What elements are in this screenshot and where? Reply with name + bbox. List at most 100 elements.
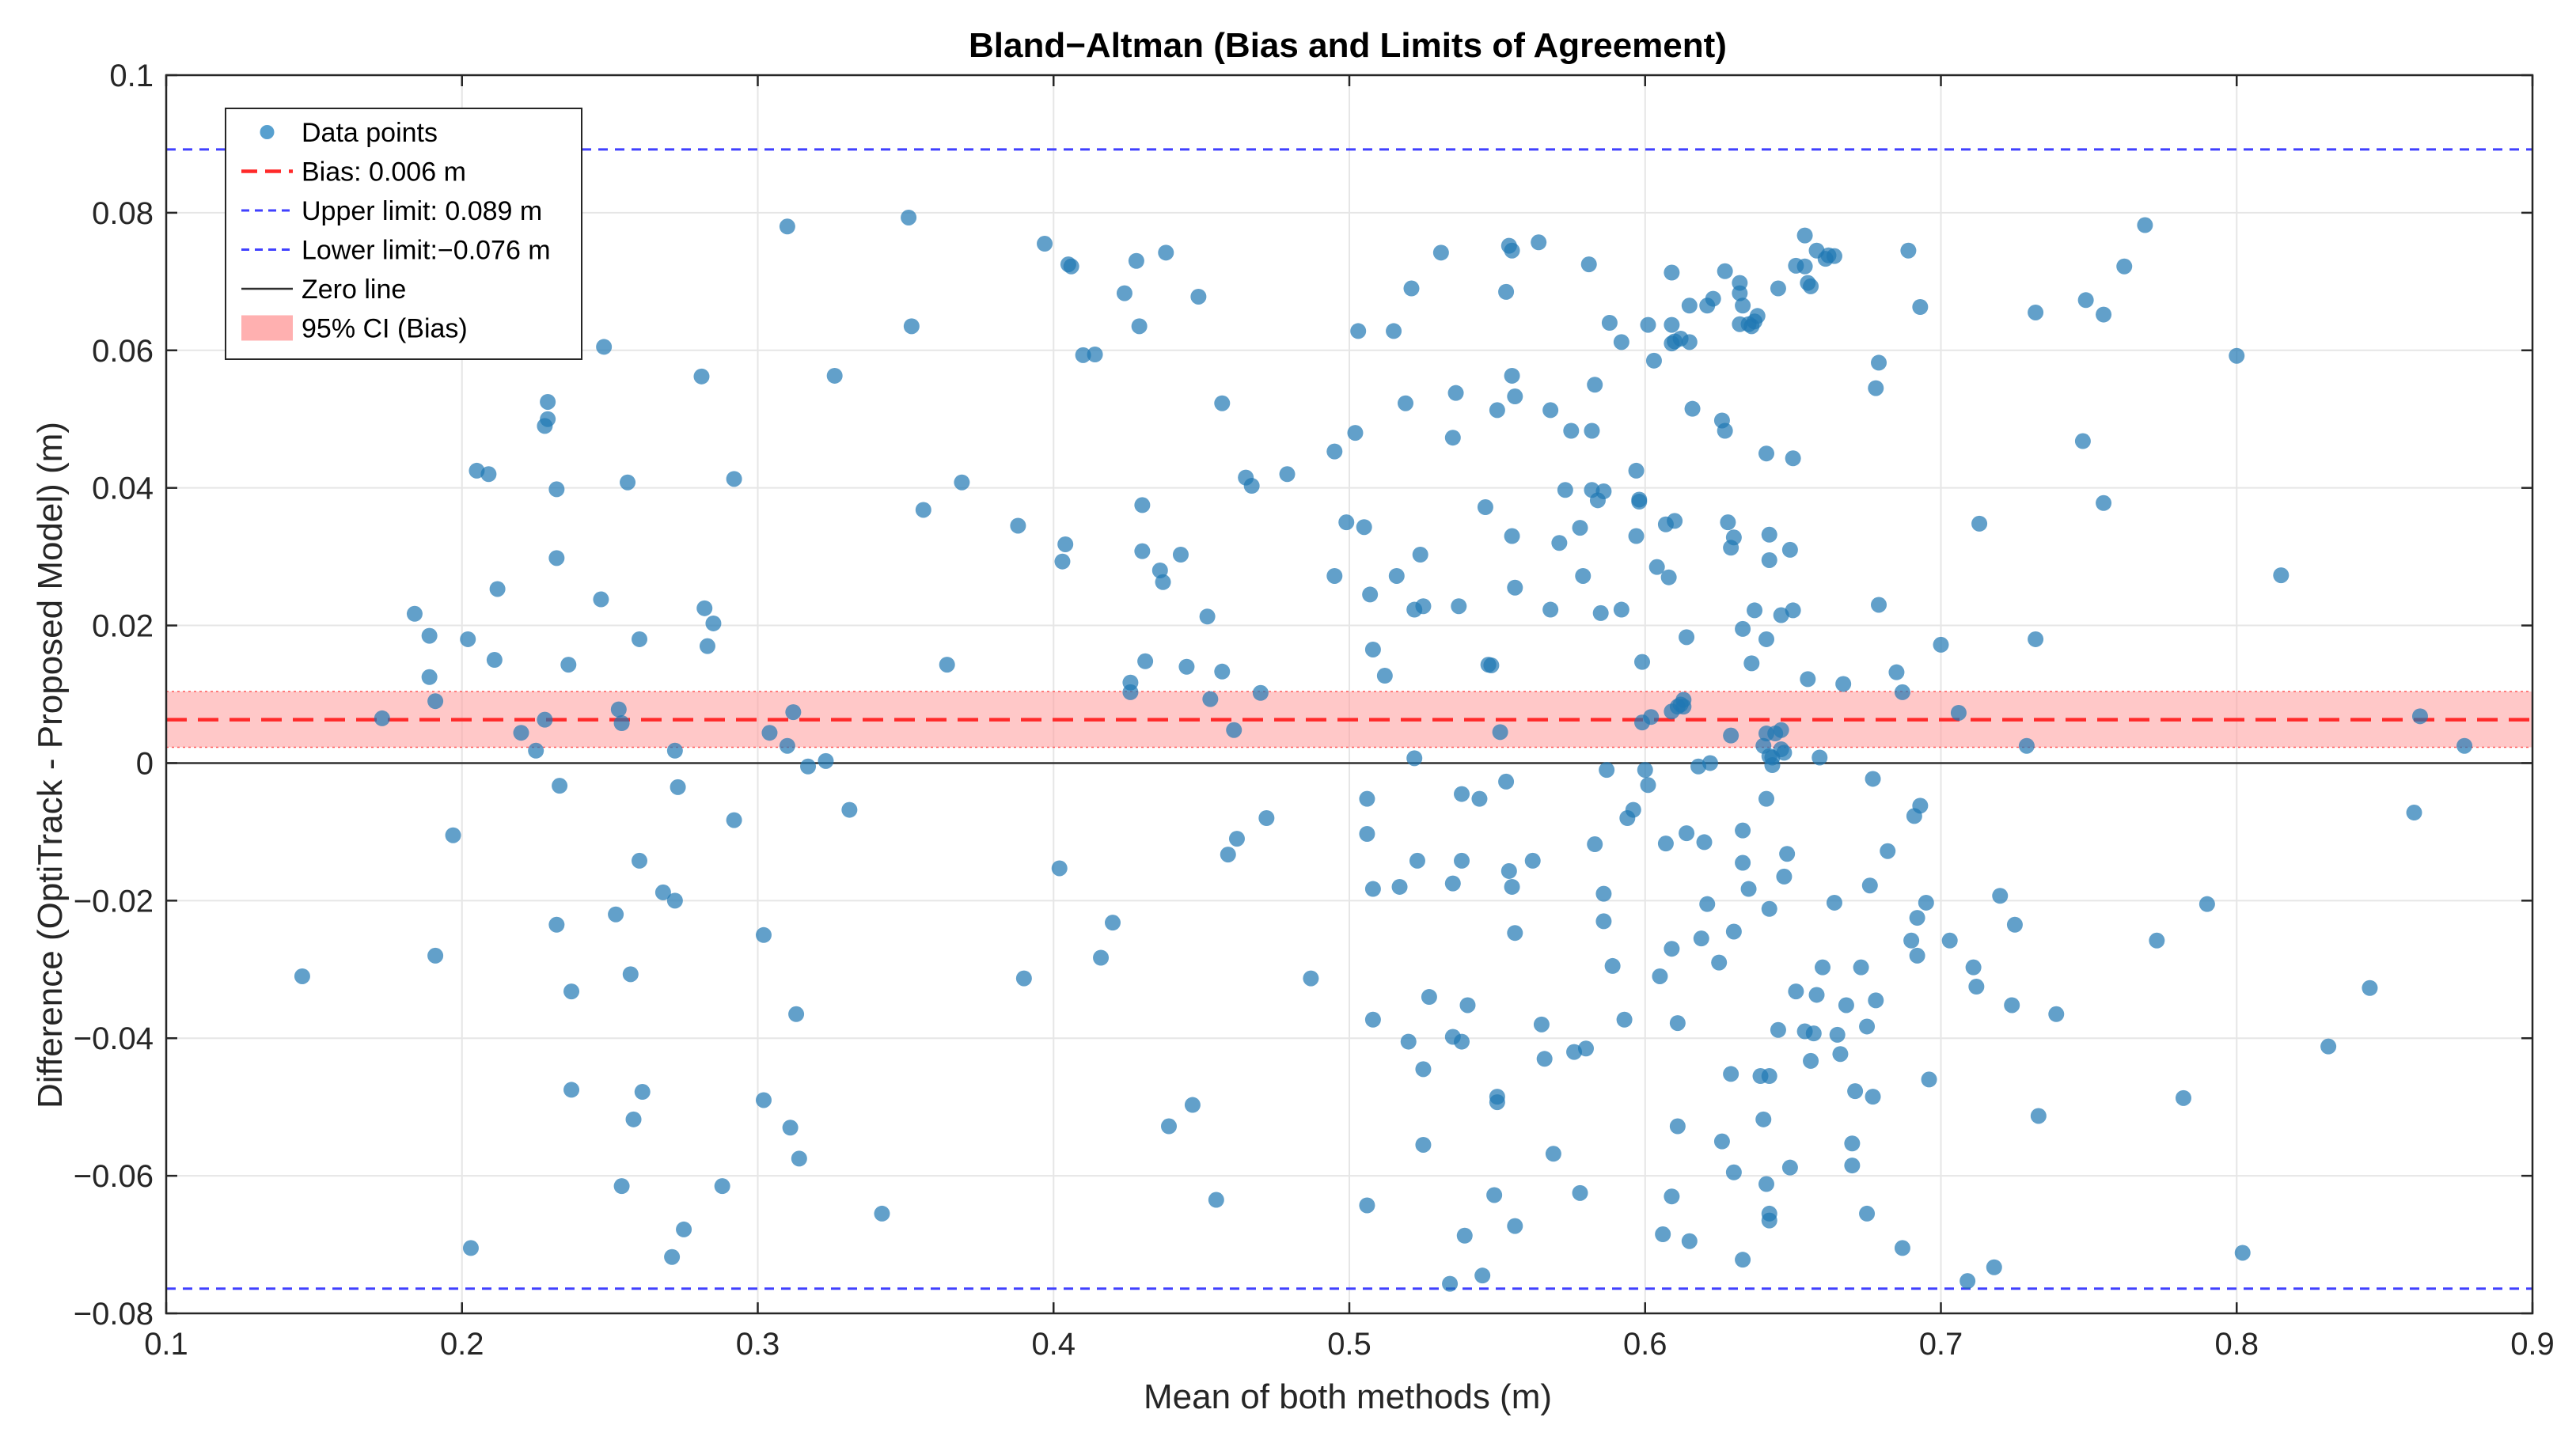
data-point xyxy=(2234,1245,2251,1261)
data-point xyxy=(540,411,556,427)
data-point xyxy=(1303,970,1319,987)
data-point xyxy=(610,701,627,718)
data-point xyxy=(1601,315,1618,331)
data-point xyxy=(1637,762,1653,779)
data-point xyxy=(1220,847,1236,863)
data-point xyxy=(622,966,639,983)
y-tick-label: 0.04 xyxy=(92,472,154,506)
x-tick-label: 0.1 xyxy=(144,1327,188,1362)
data-point xyxy=(666,742,683,759)
data-point xyxy=(1735,822,1751,839)
data-point xyxy=(1652,968,1668,984)
data-point xyxy=(1643,709,1660,726)
y-tick-label: −0.04 xyxy=(74,1021,154,1056)
data-point xyxy=(1134,497,1151,513)
data-point xyxy=(1909,947,1925,964)
data-point xyxy=(1412,547,1428,563)
data-point xyxy=(1456,1227,1473,1244)
data-point xyxy=(593,591,609,608)
data-point xyxy=(1015,970,1032,987)
data-point xyxy=(1749,308,1766,324)
data-point xyxy=(1214,395,1231,411)
data-point xyxy=(1960,1273,1976,1290)
y-tick-label: 0.08 xyxy=(92,196,154,231)
data-point xyxy=(1359,1197,1375,1214)
data-point xyxy=(800,758,817,775)
data-point xyxy=(1347,425,1364,441)
y-tick-labels: −0.08 −0.06 −0.04 −0.02 0 0.02 0.04 0.06 0.08 0.1 xyxy=(74,59,154,1332)
data-point xyxy=(552,778,568,794)
data-point xyxy=(1776,868,1793,885)
data-point xyxy=(548,916,565,933)
data-point xyxy=(1454,852,1470,869)
data-point xyxy=(1063,258,1079,275)
data-point xyxy=(421,669,438,685)
data-point xyxy=(1921,1071,1937,1088)
data-point xyxy=(1664,316,1680,333)
data-point xyxy=(1965,959,1982,976)
data-point xyxy=(445,827,461,843)
data-point xyxy=(1243,478,1260,494)
data-point xyxy=(1853,959,1869,976)
data-point xyxy=(1599,762,1615,779)
data-point xyxy=(1359,825,1375,842)
data-point xyxy=(1504,242,1520,259)
data-point xyxy=(1900,242,1917,259)
data-point xyxy=(1684,400,1701,417)
data-point xyxy=(1868,992,1884,1009)
data-point xyxy=(1796,227,1813,244)
data-point xyxy=(1447,385,1464,401)
data-point xyxy=(1057,536,1074,552)
data-point xyxy=(1758,1176,1774,1192)
data-point xyxy=(1616,1011,1633,1028)
data-point xyxy=(1660,569,1677,585)
data-point xyxy=(1507,388,1523,405)
data-point xyxy=(705,615,722,631)
data-point xyxy=(714,1178,730,1195)
data-point xyxy=(2229,347,2245,364)
data-point xyxy=(1489,402,1505,419)
data-point xyxy=(696,600,713,616)
data-point xyxy=(294,968,310,984)
data-point xyxy=(1640,777,1656,794)
data-point xyxy=(1542,402,1559,419)
data-point xyxy=(421,627,438,644)
data-point xyxy=(1489,1094,1505,1111)
y-tick-label: −0.02 xyxy=(74,884,154,919)
x-axis-label: Mean of both methods (m) xyxy=(1144,1377,1552,1416)
data-point xyxy=(1788,983,1804,1000)
data-point xyxy=(1202,691,1219,707)
data-point xyxy=(1199,608,1216,625)
data-point xyxy=(1808,987,1825,1003)
data-point xyxy=(1563,422,1580,439)
legend-label: Upper limit: 0.089 m xyxy=(302,196,542,226)
data-point xyxy=(1507,925,1523,942)
data-point xyxy=(2149,932,2165,949)
data-point xyxy=(1595,913,1612,930)
data-point xyxy=(939,657,955,673)
data-point xyxy=(1105,915,1121,931)
data-point xyxy=(1770,1021,1786,1038)
data-point xyxy=(915,502,931,518)
data-point xyxy=(489,581,506,597)
data-point xyxy=(1572,1184,1588,1201)
data-point xyxy=(1631,494,1648,510)
data-point xyxy=(2175,1089,2191,1106)
data-point xyxy=(1504,878,1520,895)
data-point xyxy=(1037,236,1053,252)
data-point xyxy=(1894,1240,1910,1256)
data-point xyxy=(1693,930,1709,947)
data-point xyxy=(1155,574,1171,590)
data-point xyxy=(2199,896,2215,912)
data-point xyxy=(1172,547,1189,563)
data-point xyxy=(1595,483,1612,500)
legend-label: Bias: 0.006 m xyxy=(302,157,466,188)
data-point xyxy=(1093,949,1110,966)
data-point xyxy=(1214,663,1231,680)
data-point xyxy=(1645,352,1662,369)
data-point xyxy=(2030,1108,2047,1124)
data-point xyxy=(1051,860,1068,877)
data-point xyxy=(1747,602,1763,619)
legend-label: 95% CI (Bias) xyxy=(302,314,468,344)
data-point xyxy=(1776,745,1793,761)
